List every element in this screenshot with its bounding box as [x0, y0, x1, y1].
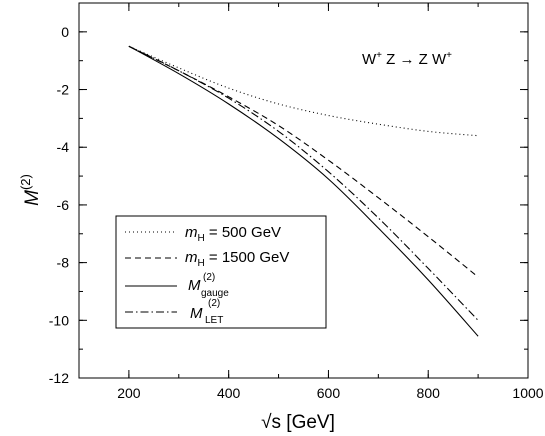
y-axis-label-sup: (2)	[18, 174, 33, 190]
legend-mh1500-suffix: = 1500 GeV	[205, 249, 290, 266]
legend-gauge-sub: gauge	[201, 288, 229, 299]
plot-frame	[78, 2, 529, 379]
axis-tick-labels: 200 400 600 800 1000 0 -2 -4 -6 -8 -10 -12	[49, 24, 544, 401]
legend-mh500-suffix: = 500 GeV	[205, 224, 281, 241]
series-mh1500-line	[128, 45, 479, 278]
y-tick-label: -10	[49, 312, 69, 328]
y-tick-label: 0	[61, 24, 69, 40]
legend-label-gauge: M	[188, 277, 201, 294]
x-tick-label: 200	[117, 385, 141, 401]
legend-gauge-sup: (2)	[203, 272, 215, 283]
legend-label-mh1500: mH = 1500 GeV	[185, 249, 289, 269]
axis-ticks	[78, 2, 529, 379]
legend-mh1500-sub: H	[198, 258, 205, 269]
legend-let-name: M	[190, 305, 203, 322]
y-tick-label: -6	[57, 197, 70, 213]
process-annotation: W+ Z → Z W+	[362, 50, 452, 68]
y-tick-label: -12	[49, 370, 69, 386]
legend-mh500-sub: H	[198, 233, 205, 244]
legend-mh500-name: m	[185, 224, 198, 241]
x-tick-label: 400	[217, 385, 241, 401]
series-mh500-line	[128, 45, 479, 137]
legend-box	[115, 215, 327, 329]
annotation-plus-2: +	[446, 50, 452, 61]
legend: mH = 500 GeV mH = 1500 GeV M (2) gauge M…	[115, 215, 327, 329]
annotation-plus-1: +	[376, 50, 382, 61]
y-tick-label: -8	[57, 255, 70, 271]
x-tick-label: 800	[417, 385, 441, 401]
legend-label-mh500: mH = 500 GeV	[185, 224, 281, 244]
series-gauge-line	[128, 45, 479, 337]
y-tick-label: -2	[57, 82, 70, 98]
annotation-w: W	[362, 51, 377, 68]
x-axis-label: √s [GeV]	[261, 412, 335, 433]
y-axis-label: M(2)	[18, 174, 43, 206]
legend-label-let: M	[190, 305, 203, 322]
x-tick-label: 1000	[512, 385, 543, 401]
legend-let-sub: LET	[205, 315, 223, 326]
series-lines	[128, 45, 479, 337]
series-let-line	[128, 45, 479, 321]
x-tick-label: 600	[317, 385, 341, 401]
y-tick-label: -4	[57, 139, 70, 155]
y-axis-label-main: M	[22, 190, 43, 206]
legend-gauge-name: M	[188, 277, 201, 294]
legend-mh1500-name: m	[185, 249, 198, 266]
annotation-middle: Z → Z W	[382, 51, 447, 68]
legend-let-sup: (2)	[208, 298, 220, 309]
